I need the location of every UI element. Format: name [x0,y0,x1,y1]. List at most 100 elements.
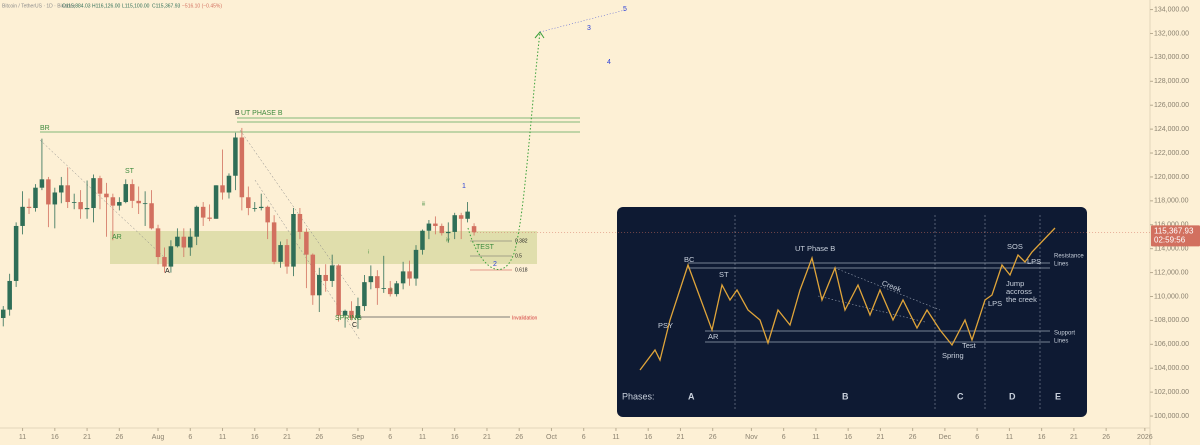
candle-body [375,276,380,289]
wyckoff-inset: PSY BC AR ST UT Phase B Creek Spring Tes… [617,207,1087,417]
annotation: BR [40,125,50,132]
candle-body [207,217,212,219]
candle-body [284,245,290,267]
candle-body [329,265,335,281]
candle-body [117,202,122,206]
y-tick-label: 122,000.00 [1154,150,1189,157]
annotation: ST [125,168,135,175]
annotation: SPRING [335,315,362,322]
x-tick-label: Aug [152,434,165,441]
x-tick-label: 26 [515,434,523,441]
annotation: C [352,322,357,329]
candle-body [342,310,348,316]
inset-label: Resistance [1054,254,1084,260]
candle-body [220,185,225,193]
change: −516.10 (−0.45%) [182,3,222,9]
candle-body [465,211,470,219]
inset-label: Spring [942,351,964,360]
x-tick-label: 21 [83,434,91,441]
candle-body [265,206,270,223]
candle-body [39,179,45,188]
y-tick-label: 128,000.00 [1154,78,1189,85]
support-zone [110,231,537,264]
wave-label: 5 [623,6,627,13]
inset-panel [617,207,1087,417]
candle-body [439,225,445,234]
x-tick-label: 11 [612,434,619,441]
candle-body [188,236,193,248]
x-tick-label: 11 [419,434,426,441]
x-tick-label: 26 [709,434,717,441]
candle-body [175,236,180,247]
x-tick-label: 16 [451,434,459,441]
candle-body [104,193,109,198]
y-tick-label: 112,000.00 [1154,269,1189,276]
candle-body [297,214,303,232]
annotation: A [165,268,170,275]
candle-body [110,197,116,206]
y-tick-label: 118,000.00 [1154,198,1189,205]
y-tick-label: 134,000.00 [1154,6,1189,13]
x-tick-label: 21 [483,434,491,441]
inset-label: SOS [1007,242,1023,251]
annotation: TEST [476,244,495,251]
x-tick-label: 11 [19,434,26,441]
x-tick-label: 26 [315,434,323,441]
x-tick-label: 16 [51,434,59,441]
candle-body [46,179,51,205]
high: H116,126.00 [92,3,120,9]
inset-label: LPS [1027,257,1041,266]
candle-body [362,282,367,307]
close: C115,367.93 [152,3,180,9]
candle-body [458,215,464,219]
candle-body [394,283,399,295]
inset-label: Test [962,341,977,350]
candle-body [426,223,432,231]
y-tick-label: 102,000.00 [1154,389,1189,396]
x-tick-label: 26 [115,434,123,441]
y-tick-label: 110,000.00 [1154,293,1189,300]
candle-body [13,225,19,281]
inset-label: BC [684,255,695,264]
x-tick-label: 21 [677,434,685,441]
x-tick-label: 21 [876,434,884,441]
wave-label: iv [446,237,450,243]
inset-label: Lines [1054,339,1068,345]
candles [0,127,477,329]
candle-body [123,184,129,203]
candle-body [233,137,238,176]
x-tick-label: 6 [782,434,786,441]
header: Bitcoin / TetherUS · 1D · Binance O115,8… [2,3,222,9]
x-tick-label: 11 [812,434,819,441]
phase-label: A [688,391,695,401]
candle-body [200,206,206,218]
countdown: 02:59:56 [1154,235,1186,244]
candle-body [304,231,309,255]
candle-body [387,288,393,295]
x-tick-label: Sep [352,434,365,441]
x-tick-label: 21 [1070,434,1078,441]
phase-label: D [1009,391,1016,401]
last-price-label: 115,367.93 [1154,226,1194,235]
candle-body [252,208,258,209]
candle-body [452,215,457,232]
phase-label: C [957,391,964,401]
x-tick-label: 16 [844,434,852,441]
wave-label: 4 [607,59,611,66]
phase-label: E [1055,391,1061,401]
wave-label: 1 [462,183,466,190]
candle-body [317,274,322,296]
candle-body [7,280,12,310]
candle-body [336,265,341,316]
x-tick-label: Dec [939,434,952,441]
candle-body [162,257,167,267]
candle-body [278,245,283,262]
candle-body [91,178,96,209]
x-tick-label: 16 [644,434,652,441]
candle-body [258,206,264,209]
symbol: Bitcoin / TetherUS · 1D · Binance [2,3,75,9]
x-tick-label: 26 [1102,434,1110,441]
wave-label: i [368,249,369,255]
y-tick-label: 126,000.00 [1154,102,1189,109]
candle-body [407,271,412,279]
